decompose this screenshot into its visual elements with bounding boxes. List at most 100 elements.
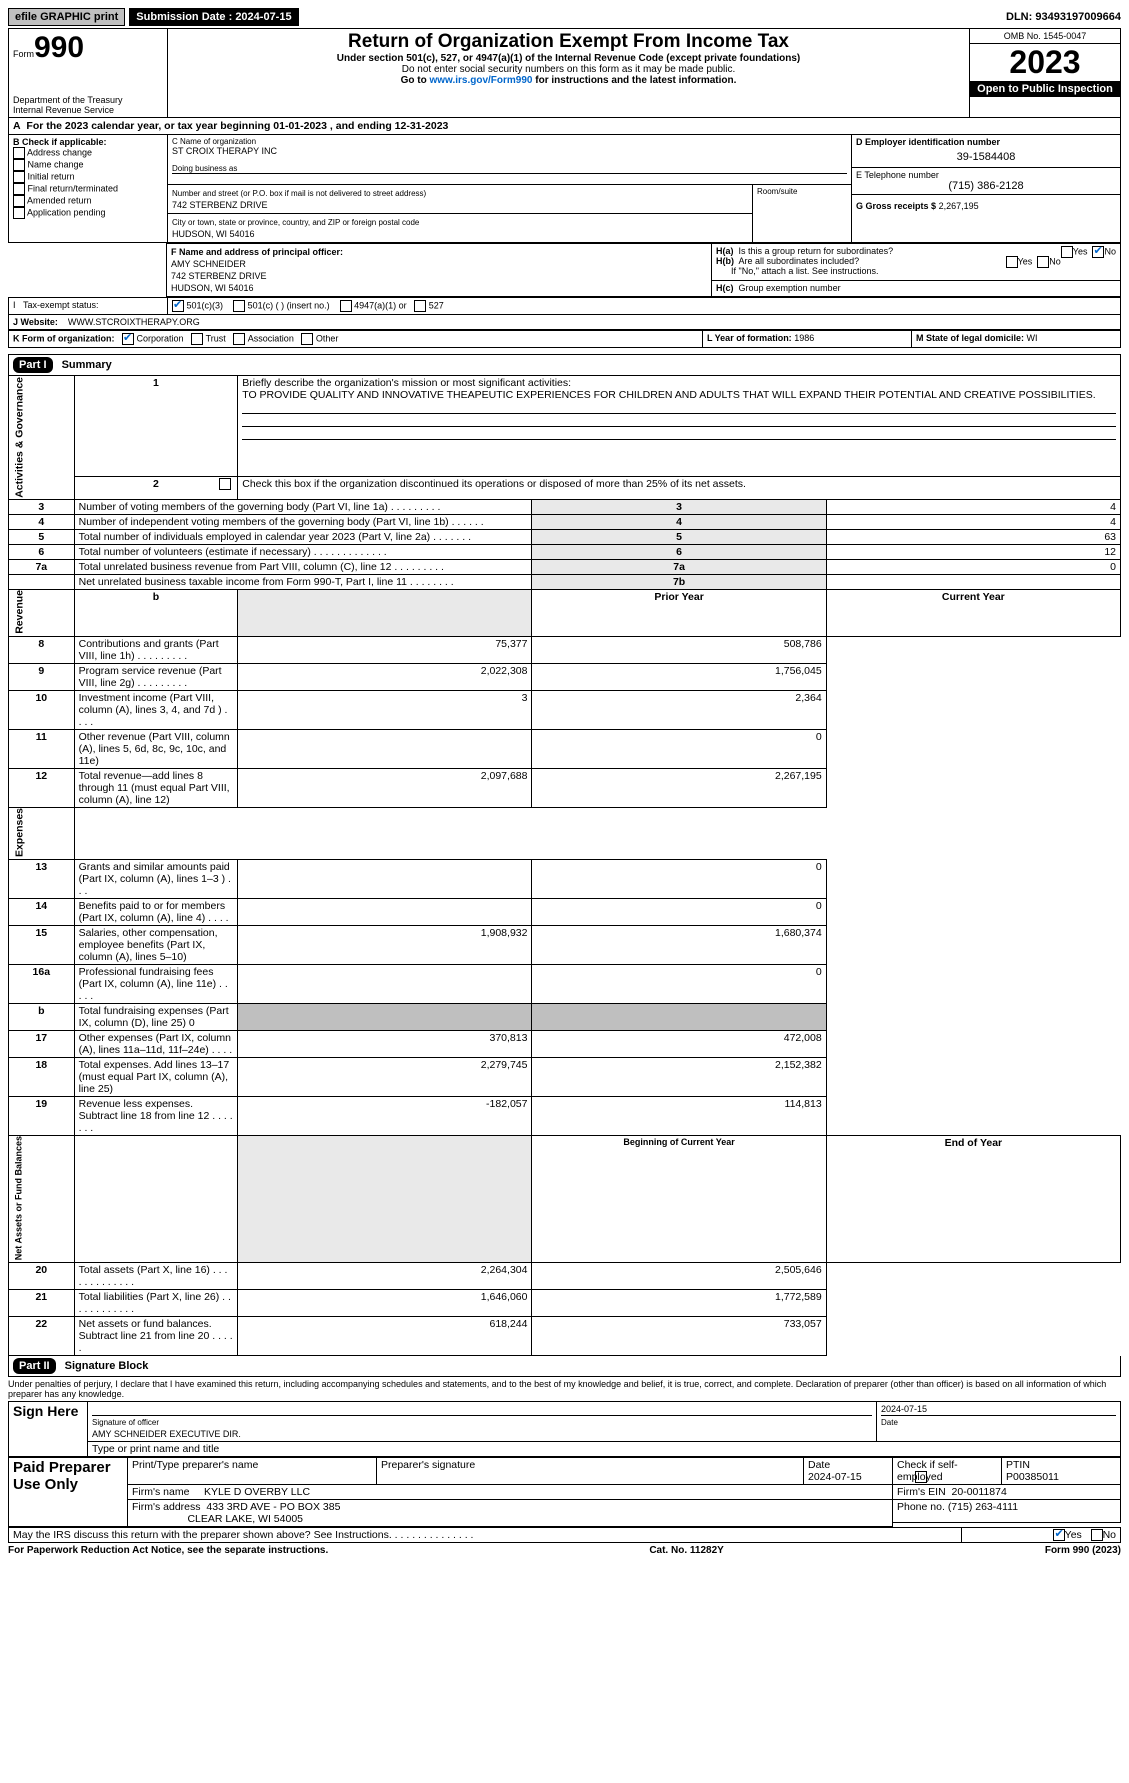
addr-label: Number and street (or P.O. box if mail i… [172,189,426,198]
gross-label: G Gross receipts $ [856,201,936,211]
status-row: I Tax-exempt status: 501(c)(3) 501(c) ( … [8,297,1121,330]
table-row: 13Grants and similar amounts paid (Part … [9,859,1121,898]
website-label: J Website: [13,317,58,327]
dba-label: Doing business as [172,164,847,174]
officer-addr: 742 STERBENZ DRIVE [171,271,267,281]
omb: OMB No. 1545-0047 [970,29,1120,44]
boxb-item: Initial return [13,171,163,183]
city: HUDSON, WI 54016 [172,229,255,239]
form-sub2: Do not enter social security numbers on … [172,64,965,75]
sub3-pre: Go to [401,75,430,86]
part1-table: Activities & Governance 1 Briefly descri… [8,375,1121,1356]
side-revenue: Revenue [9,589,75,636]
suite-label: Room/suite [753,185,852,243]
table-row: 18Total expenses. Add lines 13–17 (must … [9,1057,1121,1096]
side-activities: Activities & Governance [9,376,75,500]
table-row: 8Contributions and grants (Part VIII, li… [9,636,1121,663]
chk-self-employed[interactable] [915,1471,927,1483]
ha-no[interactable] [1092,246,1104,258]
boxb-item: Amended return [13,195,163,207]
chk-501c[interactable] [233,300,245,312]
city-label: City or town, state or province, country… [172,218,419,227]
form-word: Form [13,49,34,59]
hb-no[interactable] [1037,256,1049,268]
hb-yes[interactable] [1006,256,1018,268]
phone: (715) 386-2128 [856,180,1116,192]
part1-header: Part I Summary [8,354,1121,375]
hb-note: If "No," attach a list. See instructions… [731,266,878,276]
chk-other[interactable] [301,333,313,345]
paid-preparer: Paid Preparer Use Only Print/Type prepar… [8,1457,1121,1527]
masthead: Form990 Department of the Treasury Inter… [8,28,1121,118]
discuss-no[interactable] [1091,1529,1103,1541]
part2-header: Part II Signature Block [8,1356,1121,1377]
sig-date: 2024-07-15 [881,1404,927,1414]
chk-assoc[interactable] [233,333,245,345]
ha-yes[interactable] [1061,246,1073,258]
page-footer: For Paperwork Reduction Act Notice, see … [8,1545,1121,1556]
discuss-yes[interactable] [1053,1529,1065,1541]
chk-trust[interactable] [191,333,203,345]
top-bar: efile GRAPHIC print Submission Date : 20… [8,8,1121,26]
hc-label: H(c) [716,283,734,293]
firm-addr1: 433 3RD AVE - PO BOX 385 [206,1501,340,1513]
form-title: Return of Organization Exempt From Incom… [172,31,965,53]
table-row: 10Investment income (Part VIII, column (… [9,690,1121,729]
table-row: 20Total assets (Part X, line 16) . . . .… [9,1262,1121,1289]
table-row: 7aTotal unrelated business revenue from … [9,559,1121,574]
officer-city: HUDSON, WI 54016 [171,283,254,293]
chk-corp[interactable] [122,333,134,345]
ein-label: D Employer identification number [856,137,1116,147]
boxb-item: Application pending [13,207,163,219]
boxb-item: Name change [13,159,163,171]
header-grid: B Check if applicable: Address change Na… [8,134,1121,243]
dln: DLN: 93493197009664 [1006,11,1121,23]
officer-label: F Name and address of principal officer: [171,247,343,257]
domicile: WI [1027,333,1038,343]
mission: TO PROVIDE QUALITY AND INNOVATIVE THEAPE… [242,389,1095,401]
table-row: Net unrelated business taxable income fr… [9,574,1121,589]
chk-discontinued[interactable] [219,478,231,490]
prior-year-hdr: Prior Year [532,589,826,636]
table-row: 21Total liabilities (Part X, line 26) . … [9,1289,1121,1316]
table-row: 17Other expenses (Part IX, column (A), l… [9,1030,1121,1057]
boxb-item: Final return/terminated [13,183,163,195]
table-row: 22Net assets or fund balances. Subtract … [9,1316,1121,1355]
box-b-title: B Check if applicable: [13,137,163,147]
chk-4947[interactable] [340,300,352,312]
table-row: 11Other revenue (Part VIII, column (A), … [9,729,1121,768]
sub3-post: for instructions and the latest informat… [532,75,736,86]
table-row: 3Number of voting members of the governi… [9,499,1121,514]
efile-label: efile GRAPHIC print [8,8,125,26]
hb-text: Are all subordinates included? [739,256,860,266]
form-sub1: Under section 501(c), 527, or 4947(a)(1)… [172,53,965,64]
org-name: ST CROIX THERAPY INC [172,146,847,156]
discuss-row: May the IRS discuss this return with the… [8,1527,1121,1543]
phone-label: E Telephone number [856,170,1116,180]
side-netassets: Net Assets or Fund Balances [9,1135,75,1262]
ptin: P00385011 [1006,1471,1059,1483]
boxb-item: Address change [13,147,163,159]
open-public: Open to Public Inspection [970,81,1120,97]
ein: 39-1584408 [856,147,1116,167]
sign-here: Sign Here Signature of officer AMY SCHNE… [8,1401,1121,1457]
table-row: 12Total revenue—add lines 8 through 11 (… [9,768,1121,807]
table-row: 5Total number of individuals employed in… [9,529,1121,544]
irs-link[interactable]: www.irs.gov/Form990 [429,75,532,86]
chk-527[interactable] [414,300,426,312]
website: WWW.STCROIXTHERAPY.ORG [68,317,200,327]
officer-name: AMY SCHNEIDER [171,259,246,269]
firm-addr2: CLEAR LAKE, WI 54005 [187,1513,303,1525]
ha-text: Is this a group return for subordinates? [739,246,894,256]
ha-label: H(a) [716,246,734,256]
dept-treasury: Department of the Treasury Internal Reve… [13,95,163,115]
tax-year: 2023 [970,44,1120,81]
officer-row: F Name and address of principal officer:… [8,243,1121,297]
table-row: 16aProfessional fundraising fees (Part I… [9,964,1121,1003]
chk-501c3[interactable] [172,300,184,312]
firm-name: KYLE D OVERBY LLC [204,1486,310,1498]
submission-date: Submission Date : 2024-07-15 [129,8,298,26]
table-row: 15Salaries, other compensation, employee… [9,925,1121,964]
table-row: 14Benefits paid to or for members (Part … [9,898,1121,925]
side-expenses: Expenses [9,807,75,859]
